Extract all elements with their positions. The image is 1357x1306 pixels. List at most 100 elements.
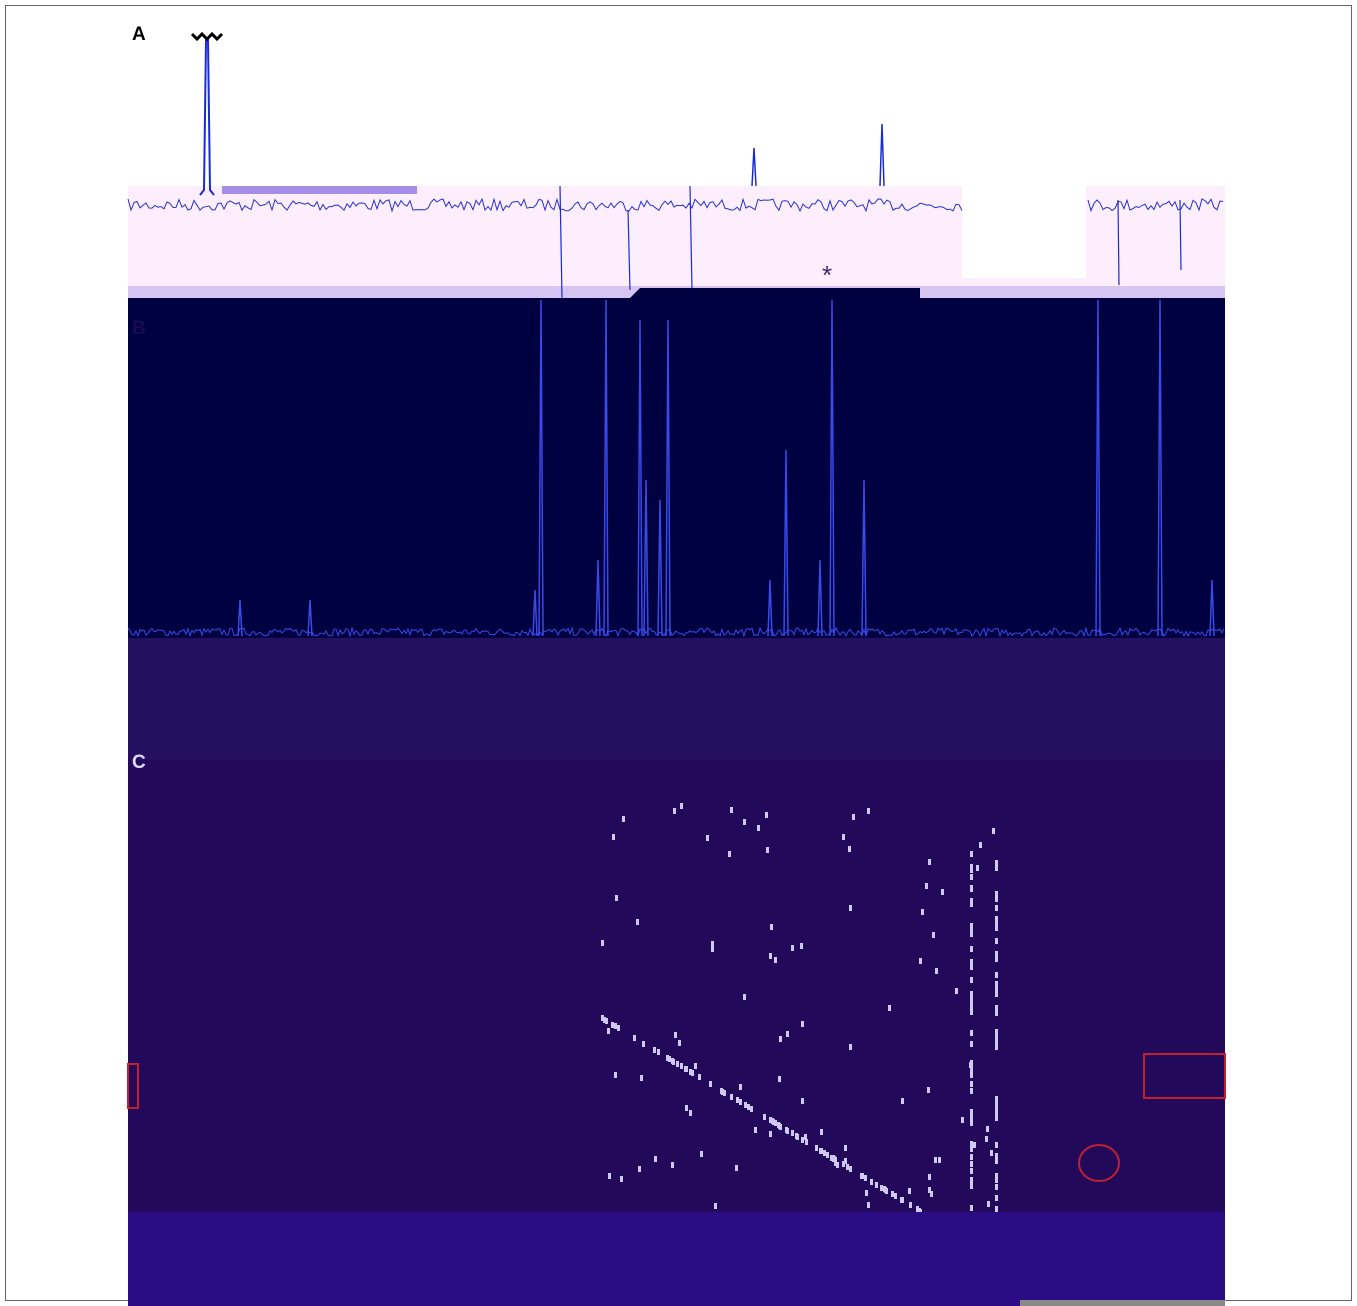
trace	[995, 1155, 998, 1161]
panel-label: C	[132, 752, 146, 773]
trace	[970, 1168, 973, 1174]
trace	[680, 1063, 683, 1069]
trace	[970, 977, 973, 983]
trace	[867, 808, 870, 814]
trace	[769, 953, 772, 959]
trace	[970, 1003, 973, 1009]
trace	[743, 819, 746, 825]
trace	[909, 1202, 912, 1208]
trace	[608, 1173, 611, 1179]
annotation: *	[822, 260, 832, 290]
trace	[709, 1081, 712, 1087]
trace	[867, 1202, 870, 1208]
trace	[849, 905, 852, 911]
trace	[934, 1157, 937, 1163]
trace	[678, 1040, 681, 1046]
trace	[970, 1146, 973, 1152]
trace	[995, 905, 998, 911]
trace	[995, 938, 998, 944]
trace	[970, 851, 973, 857]
trace	[763, 1114, 766, 1120]
trace	[970, 946, 973, 952]
trace	[826, 1152, 829, 1158]
trace	[801, 1098, 804, 1104]
trace	[995, 991, 998, 997]
trace	[730, 1094, 733, 1100]
trace	[801, 1021, 804, 1027]
trace	[992, 828, 995, 834]
trace	[666, 1055, 669, 1061]
scrollbar	[1020, 1300, 1225, 1306]
panel-b-area	[128, 298, 1225, 638]
trace	[791, 1130, 794, 1136]
trace	[865, 1190, 868, 1196]
panel-label: B	[132, 318, 146, 339]
trace	[612, 834, 615, 840]
trace	[820, 1129, 823, 1135]
trace	[928, 1174, 931, 1180]
trace	[995, 1096, 998, 1102]
trace	[728, 851, 731, 857]
trace	[995, 1110, 998, 1116]
trace	[617, 1025, 620, 1031]
trace	[970, 885, 973, 891]
trace	[747, 1104, 750, 1110]
trace	[995, 891, 998, 897]
trace	[986, 1126, 989, 1132]
trace	[736, 1097, 739, 1103]
trace	[706, 835, 709, 841]
trace	[611, 1022, 614, 1028]
trace	[970, 1109, 973, 1115]
panel-c-axis	[128, 1212, 1225, 1306]
trace	[676, 1061, 679, 1067]
trace	[622, 816, 625, 822]
trace	[987, 1201, 990, 1207]
trace	[990, 1150, 993, 1156]
trace	[970, 1041, 973, 1047]
trace	[970, 1183, 973, 1189]
trace	[848, 846, 851, 852]
trace	[995, 1195, 998, 1201]
trace	[785, 1127, 788, 1133]
trace	[636, 919, 639, 925]
trace	[970, 1177, 973, 1183]
trace	[672, 1059, 675, 1065]
panel-b-axis	[128, 638, 1225, 760]
trace	[842, 1161, 845, 1167]
trace	[698, 1074, 701, 1080]
trace	[875, 1182, 878, 1188]
trace	[995, 956, 998, 962]
trace	[800, 943, 803, 949]
trace	[601, 940, 604, 946]
trace	[614, 1023, 617, 1029]
trace	[671, 1162, 674, 1168]
trace	[607, 1028, 610, 1034]
trace	[970, 901, 973, 907]
trace	[685, 1105, 688, 1111]
trace	[657, 1049, 660, 1055]
trace	[769, 1117, 772, 1123]
trace	[970, 1154, 973, 1160]
trace	[750, 1106, 753, 1112]
trace	[685, 1066, 688, 1072]
trace	[970, 1065, 973, 1071]
trace	[754, 1127, 757, 1133]
trace	[970, 959, 973, 965]
trace	[823, 1150, 826, 1156]
trace	[711, 941, 714, 947]
trace	[970, 867, 973, 873]
trace	[640, 1075, 643, 1081]
trace	[970, 1009, 973, 1015]
panel-c-area	[128, 760, 1225, 1212]
trace	[700, 1151, 703, 1157]
trace	[642, 1041, 645, 1047]
trace	[778, 1123, 781, 1129]
trace	[638, 1166, 641, 1172]
trace	[680, 803, 683, 809]
panel-b-cap	[630, 288, 920, 298]
trace	[995, 1044, 998, 1050]
trace	[976, 865, 979, 871]
trace	[985, 1136, 988, 1142]
figure: A B C *	[0, 0, 1357, 1306]
trace	[995, 972, 998, 978]
